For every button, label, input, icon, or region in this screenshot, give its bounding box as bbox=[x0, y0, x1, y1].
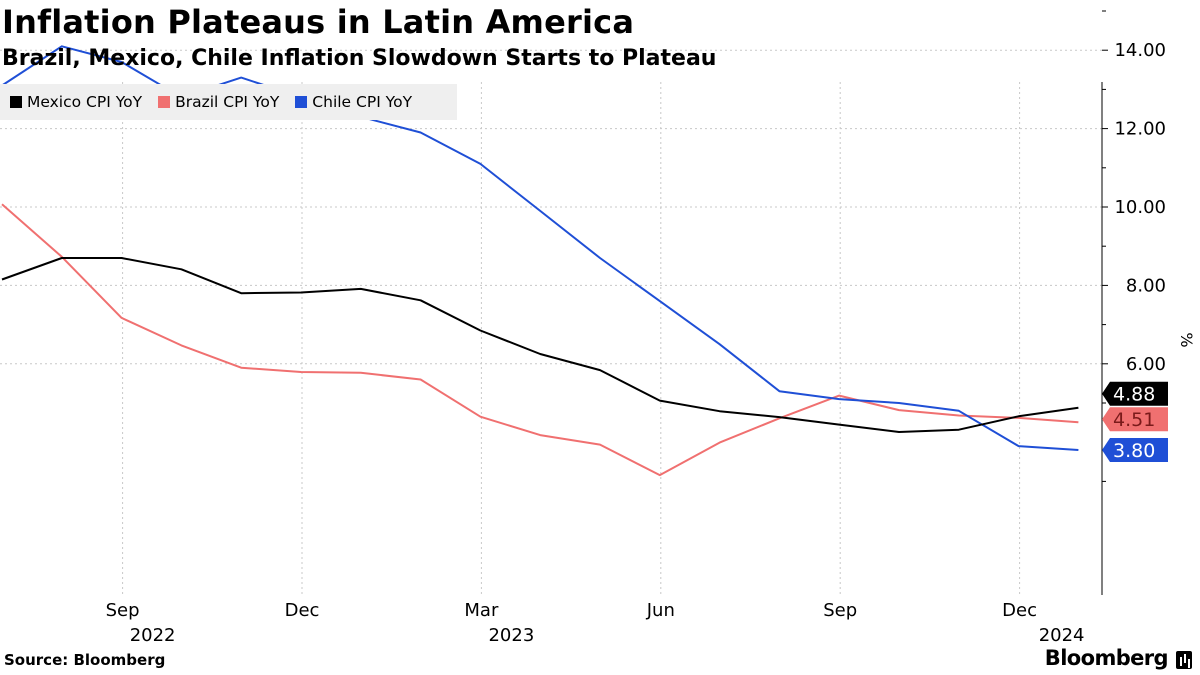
bloomberg-mark-icon bbox=[1176, 651, 1192, 669]
legend-label-chile: Chile CPI YoY bbox=[312, 93, 413, 111]
end-labels: 3.80 4.51 4.88 bbox=[1102, 381, 1168, 463]
y-tick-label: 14.00 bbox=[1114, 40, 1166, 61]
grid-lines bbox=[0, 49, 1102, 595]
legend-swatch-mexico bbox=[10, 96, 22, 108]
x-tick-label: Dec bbox=[285, 600, 320, 621]
axes: 6.00 8.00 10.00 12.00 14.00 Sep 2022 Dec Mar 2023… bbox=[106, 10, 1196, 646]
legend-label-brazil: Brazil CPI YoY bbox=[175, 93, 280, 111]
series-line-mexico bbox=[1, 257, 1079, 433]
y-axis-unit: % bbox=[1177, 332, 1196, 347]
end-label-value-mexico: 4.88 bbox=[1113, 384, 1155, 406]
y-tick-label: 10.00 bbox=[1114, 197, 1166, 218]
x-tick-label: Mar bbox=[464, 600, 499, 621]
end-label-value-chile: 3.80 bbox=[1113, 440, 1155, 462]
x-tick-label: Jun bbox=[646, 600, 675, 621]
bloomberg-logo: Bloomberg bbox=[1044, 646, 1169, 670]
end-label-flag-mexico bbox=[1102, 381, 1168, 406]
end-label-value-brazil: 4.51 bbox=[1113, 409, 1155, 431]
y-tick-label: 6.00 bbox=[1126, 354, 1166, 375]
legend-label-mexico: Mexico CPI YoY bbox=[27, 93, 143, 111]
legend-item-mexico: Mexico CPI YoY bbox=[10, 93, 142, 111]
legend-swatch-brazil bbox=[158, 96, 171, 108]
y-tick-label: 12.00 bbox=[1114, 119, 1166, 140]
chart-subtitle: Brazil, Mexico, Chile Inflation Slowdown… bbox=[2, 46, 717, 71]
x-year-label: 2023 bbox=[488, 625, 534, 646]
chart-title: Inflation Plateaus in Latin America bbox=[2, 3, 635, 41]
x-tick-label: Dec bbox=[1002, 600, 1037, 621]
legend-item-chile: Chile CPI YoY bbox=[295, 93, 412, 111]
legend: Mexico CPI YoY Brazil CPI YoY Chile CPI … bbox=[0, 84, 457, 120]
end-label-flag-brazil bbox=[1102, 407, 1168, 432]
end-label-flag-chile bbox=[1102, 438, 1168, 463]
series-line-brazil bbox=[1, 203, 1079, 477]
source-note: Source: Bloomberg bbox=[4, 651, 166, 669]
x-tick-label: Sep bbox=[106, 600, 140, 621]
x-tick-label: Sep bbox=[823, 600, 857, 621]
legend-item-brazil: Brazil CPI YoY bbox=[158, 93, 279, 111]
legend-swatch-chile bbox=[295, 96, 308, 108]
x-year-label: 2024 bbox=[1039, 625, 1085, 646]
y-tick-label: 8.00 bbox=[1126, 275, 1166, 296]
x-year-label: 2022 bbox=[130, 625, 176, 646]
